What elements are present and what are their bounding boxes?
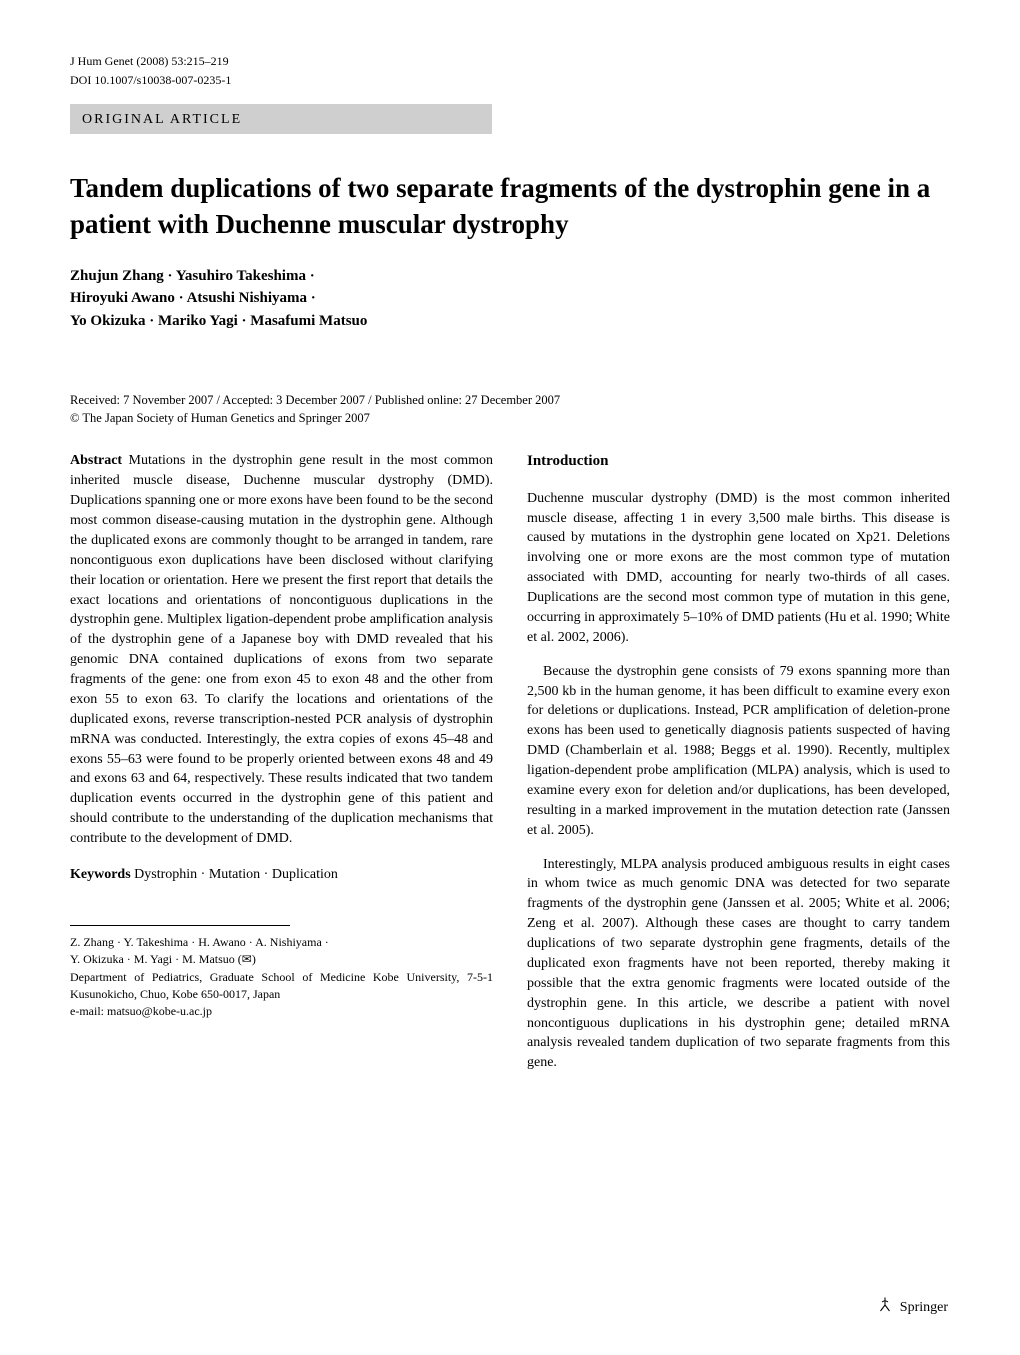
received-block: Received: 7 November 2007 / Accepted: 3 … (70, 392, 950, 427)
received-line: Received: 7 November 2007 / Accepted: 3 … (70, 392, 950, 410)
left-column: Abstract Mutations in the dystrophin gen… (70, 451, 493, 1087)
intro-paragraph: Duchenne muscular dystrophy (DMD) is the… (527, 489, 950, 648)
author-footer: Z. Zhang · Y. Takeshima · H. Awano · A. … (70, 934, 493, 1021)
copyright-line: © The Japan Society of Human Genetics an… (70, 410, 950, 428)
right-column: Introduction Duchenne muscular dystrophy… (527, 451, 950, 1087)
author-footer-email: e-mail: matsuo@kobe-u.ac.jp (70, 1003, 493, 1020)
journal-reference: J Hum Genet (2008) 53:215–219 (70, 54, 229, 69)
introduction-heading: Introduction (527, 451, 950, 472)
article-title: Tandem duplications of two separate frag… (70, 170, 950, 243)
authors-line: Yo Okizuka · Mariko Yagi · Masafumi Mats… (70, 310, 950, 333)
doi-line: DOI 10.1007/s10038-007-0235-1 (70, 73, 950, 88)
springer-icon (876, 1296, 894, 1319)
authors-line: Hiroyuki Awano · Atsushi Nishiyama · (70, 287, 950, 310)
springer-logo: Springer (876, 1296, 948, 1319)
keywords-paragraph: Keywords Dystrophin · Mutation · Duplica… (70, 865, 493, 885)
abstract-label: Abstract (70, 453, 122, 468)
keywords-label: Keywords (70, 867, 131, 882)
author-footer-line: Z. Zhang · Y. Takeshima · H. Awano · A. … (70, 934, 493, 951)
intro-paragraph: Interestingly, MLPA analysis produced am… (527, 855, 950, 1074)
springer-label: Springer (900, 1300, 948, 1316)
author-footer-affiliation: Department of Pediatrics, Graduate Schoo… (70, 969, 493, 1004)
author-footer-rule (70, 925, 290, 926)
keywords-text: Dystrophin · Mutation · Duplication (131, 867, 338, 882)
author-footer-line: Y. Okizuka · M. Yagi · M. Matsuo (✉) (70, 951, 493, 968)
intro-paragraph: Because the dystrophin gene consists of … (527, 662, 950, 841)
article-type-bar: ORIGINAL ARTICLE (70, 104, 492, 134)
abstract-text: Mutations in the dystrophin gene result … (70, 453, 493, 846)
authors-line: Zhujun Zhang · Yasuhiro Takeshima · (70, 265, 950, 288)
abstract-paragraph: Abstract Mutations in the dystrophin gen… (70, 451, 493, 849)
authors-block: Zhujun Zhang · Yasuhiro Takeshima · Hiro… (70, 265, 950, 333)
article-type: ORIGINAL ARTICLE (82, 112, 242, 127)
